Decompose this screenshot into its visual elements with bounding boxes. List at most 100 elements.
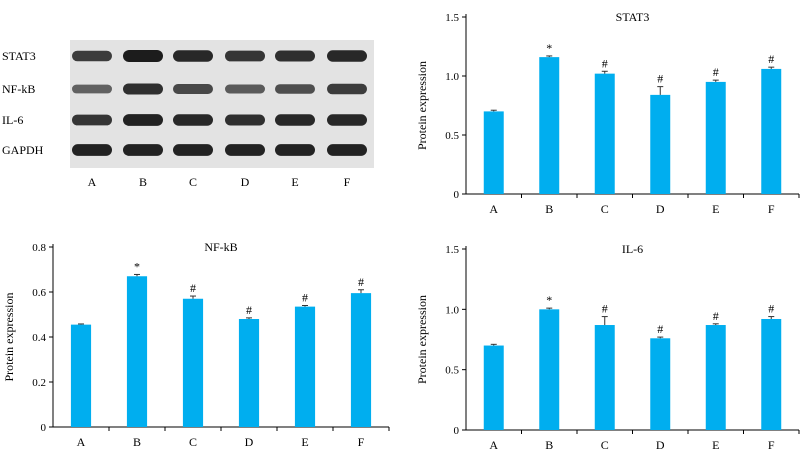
blot-band <box>327 83 367 95</box>
blot-protein-label: NF-kB <box>2 82 35 96</box>
blot-band <box>123 50 163 62</box>
bar-D <box>650 94 671 194</box>
significance-marker: * <box>546 293 552 307</box>
y-axis-label: Protein expression <box>2 293 16 382</box>
x-tick-label: C <box>601 202 609 216</box>
x-tick-label: D <box>656 438 665 452</box>
y-tick-label: 0.8 <box>32 242 46 254</box>
blot-band <box>225 114 265 126</box>
blot-band <box>123 144 163 156</box>
x-tick-label: D <box>656 202 665 216</box>
significance-marker: # <box>246 303 252 317</box>
significance-marker: # <box>657 322 663 336</box>
bar-A <box>483 111 504 194</box>
significance-marker: # <box>302 291 308 305</box>
x-tick-label: A <box>77 435 86 449</box>
y-tick-label: 0 <box>454 189 460 201</box>
blot-band <box>173 114 213 126</box>
blot-lane-label: F <box>344 175 351 189</box>
blot-band <box>173 50 213 62</box>
blot-band <box>123 83 163 95</box>
blot-band <box>327 114 367 126</box>
bar-D <box>650 338 671 430</box>
blot-band <box>72 144 112 156</box>
blot-band <box>72 114 112 126</box>
blot-band <box>275 50 315 62</box>
y-tick-label: 0 <box>41 422 47 434</box>
bar-C <box>594 73 615 194</box>
bar-D <box>238 319 260 427</box>
y-axis-label: Protein expression <box>415 295 429 384</box>
blot-band <box>275 144 315 156</box>
bar-F <box>761 68 782 194</box>
stat3-chart: STAT3 Protein expression 0 0.5 1.0 1.5 A * B # C # D… <box>400 0 809 228</box>
chart-title: NF-kB <box>204 240 237 254</box>
bar-A <box>70 324 92 427</box>
blot-membrane <box>70 40 374 168</box>
y-tick-label: 1.5 <box>445 244 459 256</box>
bar-B <box>539 57 560 195</box>
x-tick-label: F <box>768 438 775 452</box>
nfkb-chart-svg: NF-kB Protein expression 0 0.2 0.4 0.6 0.8 A * B #… <box>2 240 390 449</box>
x-tick-label: E <box>301 435 308 449</box>
blot-lane-label: A <box>88 175 97 189</box>
blot-lane-label: D <box>241 175 250 189</box>
blot-band <box>225 84 265 94</box>
x-tick-label: E <box>712 202 719 216</box>
significance-marker: * <box>134 259 140 273</box>
x-tick-label: A <box>489 438 498 452</box>
x-tick-label: C <box>189 435 197 449</box>
blot-band <box>225 50 265 62</box>
bar-A <box>483 345 504 430</box>
significance-marker: # <box>602 56 608 70</box>
blot-band <box>275 84 315 94</box>
x-tick-label: A <box>489 202 498 216</box>
bar-B <box>539 309 560 430</box>
x-tick-label: E <box>712 438 719 452</box>
bar-E <box>294 306 316 427</box>
significance-marker: # <box>713 65 719 79</box>
significance-marker: # <box>657 72 663 86</box>
bar-F <box>350 293 372 427</box>
blot-band <box>225 144 265 156</box>
significance-marker: # <box>768 52 774 66</box>
y-tick-label: 0.2 <box>32 377 46 389</box>
chart-title: IL-6 <box>622 242 643 256</box>
nfkb-chart: NF-kB Protein expression 0 0.2 0.4 0.6 0.8 A * B #… <box>0 235 400 466</box>
stat3-chart-svg: STAT3 Protein expression 0 0.5 1.0 1.5 A * B # C # D… <box>415 10 800 216</box>
blot-band <box>123 114 163 126</box>
blot-band <box>72 50 112 62</box>
blot-lane-label: C <box>189 175 197 189</box>
bar-C <box>594 325 615 430</box>
blot-band <box>327 144 367 156</box>
x-tick-label: B <box>545 202 553 216</box>
blot-band <box>275 114 315 126</box>
y-tick-label: 1.0 <box>445 304 459 316</box>
chart-title: STAT3 <box>616 10 650 24</box>
x-tick-label: F <box>768 202 775 216</box>
blot-band <box>72 84 112 94</box>
significance-marker: # <box>190 281 196 295</box>
y-tick-label: 0.5 <box>445 130 459 142</box>
y-tick-label: 0 <box>454 425 460 437</box>
il6-chart-svg: IL-6 Protein expression 0 0.5 1.0 1.5 A * B # C # D #… <box>415 242 800 452</box>
bar-F <box>761 318 782 430</box>
significance-marker: # <box>713 309 719 323</box>
y-tick-label: 1.0 <box>445 71 459 83</box>
bar-E <box>705 81 726 194</box>
significance-marker: # <box>602 302 608 316</box>
y-tick-label: 0.6 <box>32 287 46 299</box>
blot-protein-label: GAPDH <box>2 143 44 157</box>
il6-chart: IL-6 Protein expression 0 0.5 1.0 1.5 A * B # C # D #… <box>400 235 809 466</box>
western-blot-image: STAT3 NF-kB IL-6 GAPDH A B C D E F <box>2 40 374 189</box>
y-tick-label: 0.5 <box>445 365 459 377</box>
x-tick-label: D <box>245 435 254 449</box>
blot-lane-label: B <box>139 175 147 189</box>
y-tick-label: 0.4 <box>32 332 46 344</box>
blot-lane-label: E <box>291 175 298 189</box>
blot-protein-label: STAT3 <box>2 49 36 63</box>
x-tick-label: B <box>545 438 553 452</box>
significance-marker: # <box>768 302 774 316</box>
blot-band <box>327 50 367 62</box>
x-tick-label: B <box>133 435 141 449</box>
